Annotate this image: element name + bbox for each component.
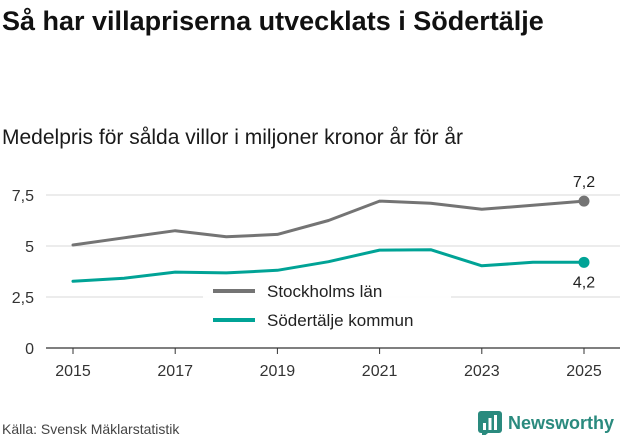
- brand-name: Newsworthy: [508, 412, 615, 433]
- endpoint-marker-1: [578, 256, 590, 268]
- y-tick-label: 5: [25, 239, 34, 256]
- x-tick-label: 2015: [55, 363, 91, 380]
- x-tick-label: 2017: [157, 363, 193, 380]
- y-axis-ticks: 0 2,5 5 7,5: [12, 188, 34, 358]
- legend: Stockholms län Södertälje kommun: [203, 275, 451, 335]
- y-tick-label: 2,5: [12, 290, 34, 307]
- y-tick-label: 0: [25, 341, 34, 358]
- endpoint-marker-0: [578, 195, 590, 207]
- series-lines: [71, 199, 586, 283]
- legend-label-1: Södertälje kommun: [267, 311, 413, 330]
- y-tick-label: 7,5: [12, 188, 34, 205]
- legend-label-0: Stockholms län: [267, 282, 382, 301]
- x-tick-label: 2025: [566, 363, 602, 380]
- x-axis: 2015 2017 2019 2021 2023 2025: [55, 348, 602, 380]
- x-tick-label: 2019: [260, 363, 296, 380]
- series-line-1: [71, 248, 586, 283]
- series-endpoints: 7,2 4,2: [573, 174, 595, 291]
- chart-subtitle: Medelpris för sålda villor i miljoner kr…: [2, 126, 463, 149]
- x-tick-label: 2021: [362, 363, 398, 380]
- brand-logo: Newsworthy: [478, 409, 614, 437]
- x-tick-label: 2023: [464, 363, 500, 380]
- series-line-0: [71, 199, 586, 247]
- endpoint-label-0: 7,2: [573, 174, 595, 191]
- source-note: Källa: Svensk Mäklarstatistik: [2, 421, 180, 437]
- endpoint-label-1: 4,2: [573, 274, 595, 291]
- bar-chart-logo-icon: [478, 411, 502, 435]
- chart-title: Så har villapriserna utvecklats i Södert…: [2, 6, 544, 36]
- legend-background: [203, 275, 451, 335]
